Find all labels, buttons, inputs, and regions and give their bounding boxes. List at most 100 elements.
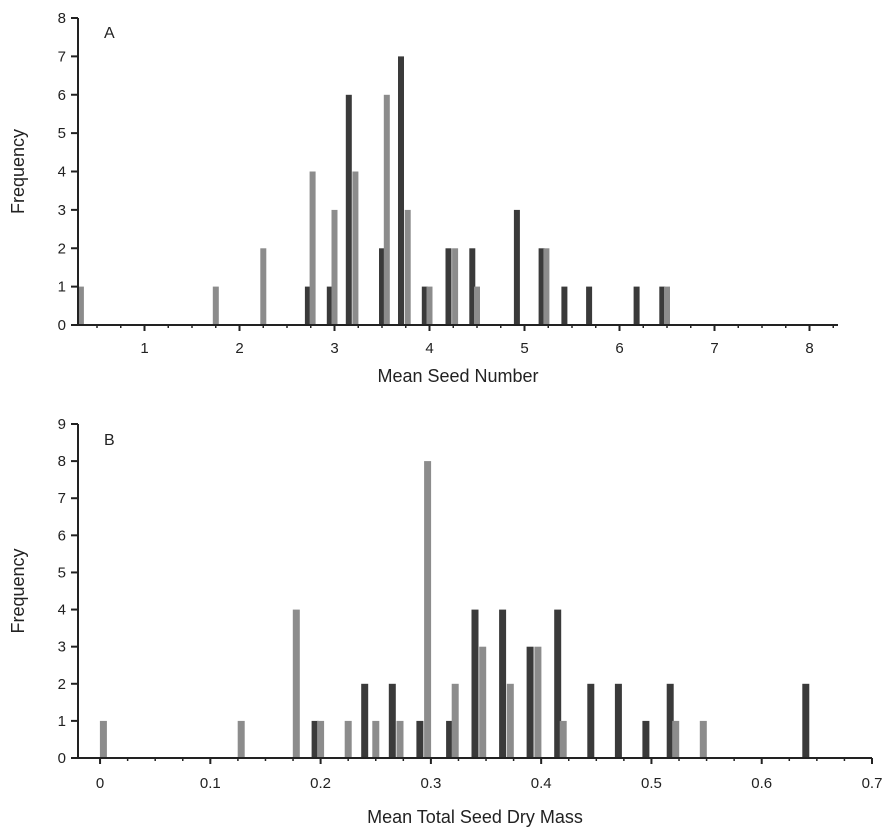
bar-a-s2-3 [260,248,267,326]
bar-a-s2-10 [452,248,459,326]
bar-b-s1-10 [587,683,595,758]
bar-a-s1-5 [398,56,404,326]
x-tick-label: 3 [330,340,338,357]
y-tick-label: 6 [58,527,66,544]
bar-a-s2-7 [383,94,390,326]
bar-a-s1-1 [304,286,311,325]
x-tick-label: 0.1 [200,775,221,792]
bar-b-s2-6 [372,720,380,758]
y-tick-label: 9 [58,416,66,433]
bar-b-s2-8 [424,461,432,758]
y-tick-label: 4 [58,602,66,619]
y-tick-label: 8 [58,453,66,470]
y-tick-label: 8 [58,10,66,27]
bar-b-s1-7 [499,609,507,758]
bar-a-s2-4 [309,171,316,325]
x-axis-title: Mean Total Seed Dry Mass [367,807,583,827]
y-tick-label: 3 [58,639,66,656]
panel-label: A [104,25,115,42]
bar-a-s2-2 [212,286,219,325]
bar-a-s1-9 [513,209,520,325]
bar-b-s2-2 [237,720,245,758]
y-tick-label: 0 [58,750,66,767]
x-tick-label: 6 [615,340,623,357]
y-tick-label: 4 [58,164,66,181]
bar-b-s2-12 [534,646,542,758]
bar-a-s2-11 [474,286,480,325]
y-tick-label: 5 [58,564,66,581]
bar-a-s2-8 [404,209,411,325]
bar-b-s2-13 [559,720,567,758]
x-tick-label: 1 [140,340,148,357]
bar-b-s2-9 [451,683,459,758]
bar-a-s2-9 [426,286,433,325]
bar-a-s1-6 [421,286,428,325]
x-tick-label: 0.4 [531,775,552,792]
bar-b-s2-14 [672,720,680,758]
bar-b-s2-7 [396,720,404,758]
bar-b-s1-11 [614,683,622,758]
bar-b-s1-8 [526,646,534,758]
bar-a-s1-2 [326,286,333,325]
x-axis-title: Mean Seed Number [377,366,538,386]
bar-a-s1-8 [469,248,476,326]
panel-a: 0 1 2 3 4 5 6 7 8 1 2 3 4 5 6 7 8 Mean Seed Number Frequen… [8,10,838,386]
bar-b-s2-4 [317,720,325,758]
x-tick-label: 2 [235,340,243,357]
bar-b-s1-3 [388,683,396,758]
x-tick-label: 0.7 [862,775,883,792]
bar-b-s2-11 [506,683,514,758]
bar-b-s2-10 [479,646,487,758]
bar-b-s1-4 [416,720,424,758]
bar-b-s1-2 [361,683,369,758]
y-tick-label: 7 [58,490,66,507]
y-axis-title: Frequency [8,548,28,633]
x-tick-label: 0.5 [641,775,662,792]
x-tick-label: 0.3 [420,775,441,792]
bar-a-s1-4 [379,248,385,326]
y-tick-label: 3 [58,202,66,219]
bar-a-s2-12 [543,248,550,326]
y-axis-title: Frequency [8,129,28,214]
bar-a-s1-12 [586,286,593,325]
x-tick-label: 0.6 [751,775,772,792]
bar-b-s1-12 [642,720,650,758]
x-tick-label: 4 [425,340,433,357]
bar-b-s1-6 [471,609,479,758]
y-tick-label: 2 [58,240,66,257]
y-tick-label: 0 [58,317,66,334]
x-tick-label: 0.2 [310,775,331,792]
bar-b-s2-1 [99,720,107,758]
y-tick-label: 7 [58,48,66,65]
bar-a-s2-1 [77,286,84,325]
bar-b-s1-13 [666,683,674,758]
x-tick-label: 0 [96,775,104,792]
y-tick-label: 2 [58,676,66,693]
bar-a-s1-14 [659,286,666,325]
bar-a-s2-13 [664,286,670,325]
bar-b-s2-5 [344,720,352,758]
bar-b-s1-1 [311,720,319,758]
y-tick-label: 5 [58,125,66,142]
bar-b-s2-15 [699,720,707,758]
x-tick-label: 8 [805,340,813,357]
bar-a-s1-13 [633,286,640,325]
y-tick-label: 6 [58,87,66,104]
bar-b-s2-3 [292,609,300,758]
x-tick-label: 5 [520,340,528,357]
bar-a-s1-3 [345,94,352,326]
bar-a-s2-6 [352,171,359,325]
bar-b-s1-9 [554,609,562,758]
panel-b: 0 1 2 3 4 5 6 7 8 9 0 0.1 0.2 0.3 0.4 0.5 0.6 0.7 Mean Tot… [8,416,882,827]
panel-label: B [104,432,115,449]
bar-a-s1-7 [445,248,452,326]
bar-a-s1-10 [538,248,545,326]
y-tick-label: 1 [58,713,66,730]
bar-b-s1-5 [446,720,454,758]
y-tick-label: 1 [58,279,66,296]
bar-a-s2-5 [331,209,338,325]
bar-b-s1-14 [802,683,810,758]
x-tick-label: 7 [710,340,718,357]
